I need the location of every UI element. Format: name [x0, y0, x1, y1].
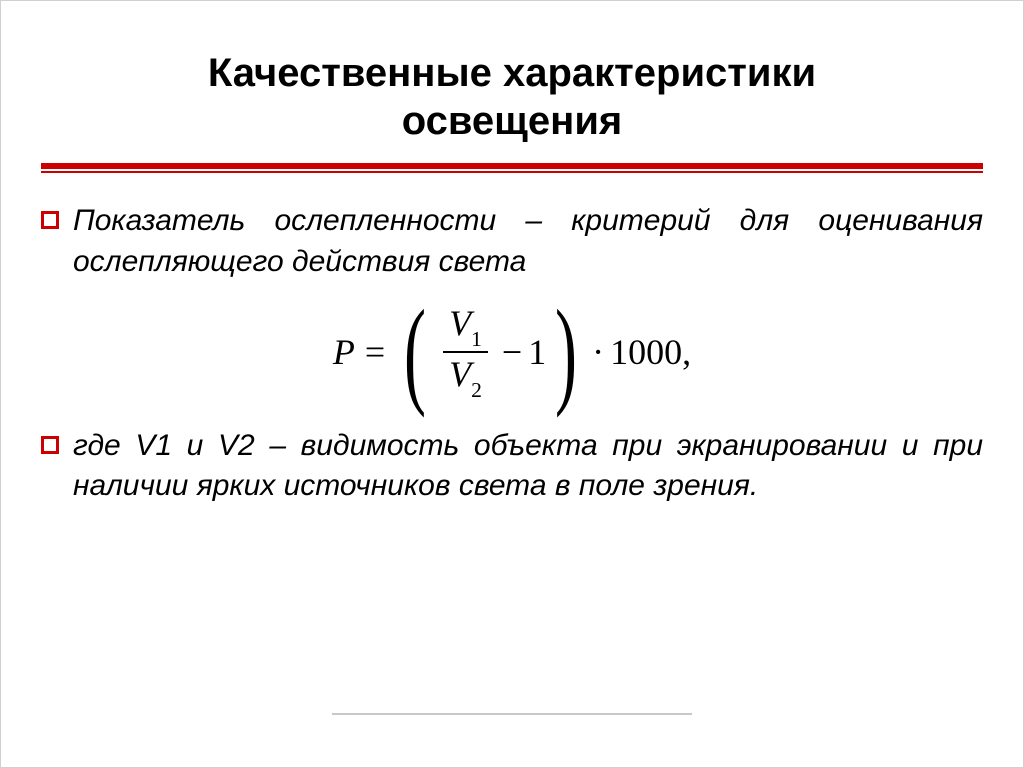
formula-denominator: V2 — [443, 355, 488, 400]
formula-trailing-comma: , — [682, 331, 691, 373]
bullet-text-2: где V1 и V2 – видимость объекта при экра… — [73, 426, 983, 507]
formula-cdot: · — [592, 331, 604, 373]
formula-factor: 1000 — [610, 331, 682, 373]
formula-num-var: V — [449, 303, 471, 343]
formula-minus: − — [502, 331, 522, 373]
formula-den-sub: 2 — [471, 378, 482, 402]
bullet-item-1: Показатель ослепленности – критерий для … — [41, 201, 983, 282]
title-line-1: Качественные характеристики — [208, 51, 816, 95]
title-underline-thick — [41, 163, 983, 169]
title-underline-thin — [41, 171, 983, 173]
formula-numerator: V1 — [443, 304, 488, 349]
formula-equals: = — [365, 331, 385, 373]
title-line-2: освещения — [402, 99, 623, 143]
formula-den-var: V — [449, 354, 471, 394]
title-underline — [41, 163, 983, 173]
formula: P = ( V1 V2 − 1 ) · 1000, — [41, 304, 983, 400]
bullet-marker-icon — [41, 211, 59, 229]
footer-divider — [332, 713, 692, 715]
slide-title: Качественные характеристики освещения — [41, 49, 983, 145]
slide-body: Показатель ослепленности – критерий для … — [41, 201, 983, 507]
formula-lhs: P — [333, 331, 355, 373]
formula-one: 1 — [528, 331, 546, 373]
formula-num-sub: 1 — [471, 327, 482, 351]
formula-left-paren: ( — [404, 307, 426, 397]
bullet-marker-icon — [41, 436, 59, 454]
bullet-text-1: Показатель ослепленности – критерий для … — [73, 201, 983, 282]
formula-fraction-bar — [443, 351, 488, 353]
bullet-item-2: где V1 и V2 – видимость объекта при экра… — [41, 426, 983, 507]
formula-right-paren: ) — [555, 307, 577, 397]
slide: Качественные характеристики освещения По… — [0, 0, 1024, 768]
formula-fraction: V1 V2 — [443, 304, 488, 400]
